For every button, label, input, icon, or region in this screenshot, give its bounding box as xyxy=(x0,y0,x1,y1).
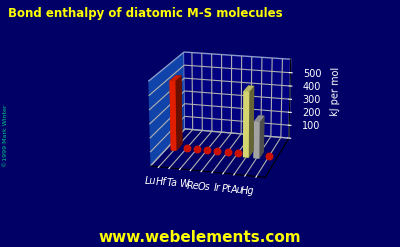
Text: www.webelements.com: www.webelements.com xyxy=(99,230,301,245)
Text: Bond enthalpy of diatomic M-S molecules: Bond enthalpy of diatomic M-S molecules xyxy=(8,7,283,21)
Text: ©1999 Mark Winter: ©1999 Mark Winter xyxy=(3,104,8,167)
